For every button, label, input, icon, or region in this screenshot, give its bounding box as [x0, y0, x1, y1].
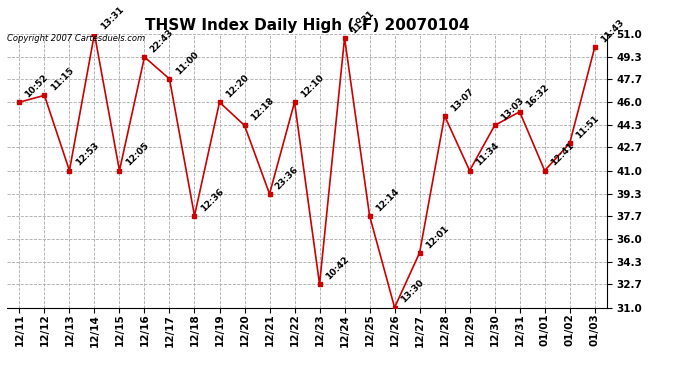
- Text: 23:36: 23:36: [274, 165, 300, 191]
- Text: 12:20: 12:20: [224, 73, 250, 99]
- Text: 11:43: 11:43: [599, 18, 626, 45]
- Text: 12:01: 12:01: [424, 224, 451, 250]
- Text: 12:41: 12:41: [549, 141, 575, 168]
- Text: 12:18: 12:18: [248, 96, 275, 123]
- Title: THSW Index Daily High (°F) 20070104: THSW Index Daily High (°F) 20070104: [145, 18, 469, 33]
- Text: 13:07: 13:07: [448, 87, 475, 113]
- Text: 11:15: 11:15: [48, 66, 75, 93]
- Text: 22:43: 22:43: [148, 27, 175, 54]
- Text: 16:32: 16:32: [524, 82, 551, 109]
- Text: Copyright 2007 Cartesduels.com: Copyright 2007 Cartesduels.com: [7, 34, 145, 43]
- Text: 12:53: 12:53: [74, 141, 100, 168]
- Text: 12:36: 12:36: [199, 186, 225, 213]
- Text: 13:03: 13:03: [499, 96, 525, 123]
- Text: 12:05: 12:05: [124, 141, 150, 168]
- Text: 11:31: 11:31: [348, 9, 375, 35]
- Text: 12:10: 12:10: [299, 73, 325, 99]
- Text: 13:30: 13:30: [399, 278, 425, 305]
- Text: 10:42: 10:42: [324, 255, 351, 282]
- Text: 11:34: 11:34: [474, 141, 500, 168]
- Text: 10:52: 10:52: [23, 73, 50, 99]
- Text: 12:14: 12:14: [374, 186, 400, 213]
- Text: 13:31: 13:31: [99, 4, 125, 31]
- Text: 11:00: 11:00: [174, 50, 200, 76]
- Text: 11:51: 11:51: [574, 114, 600, 141]
